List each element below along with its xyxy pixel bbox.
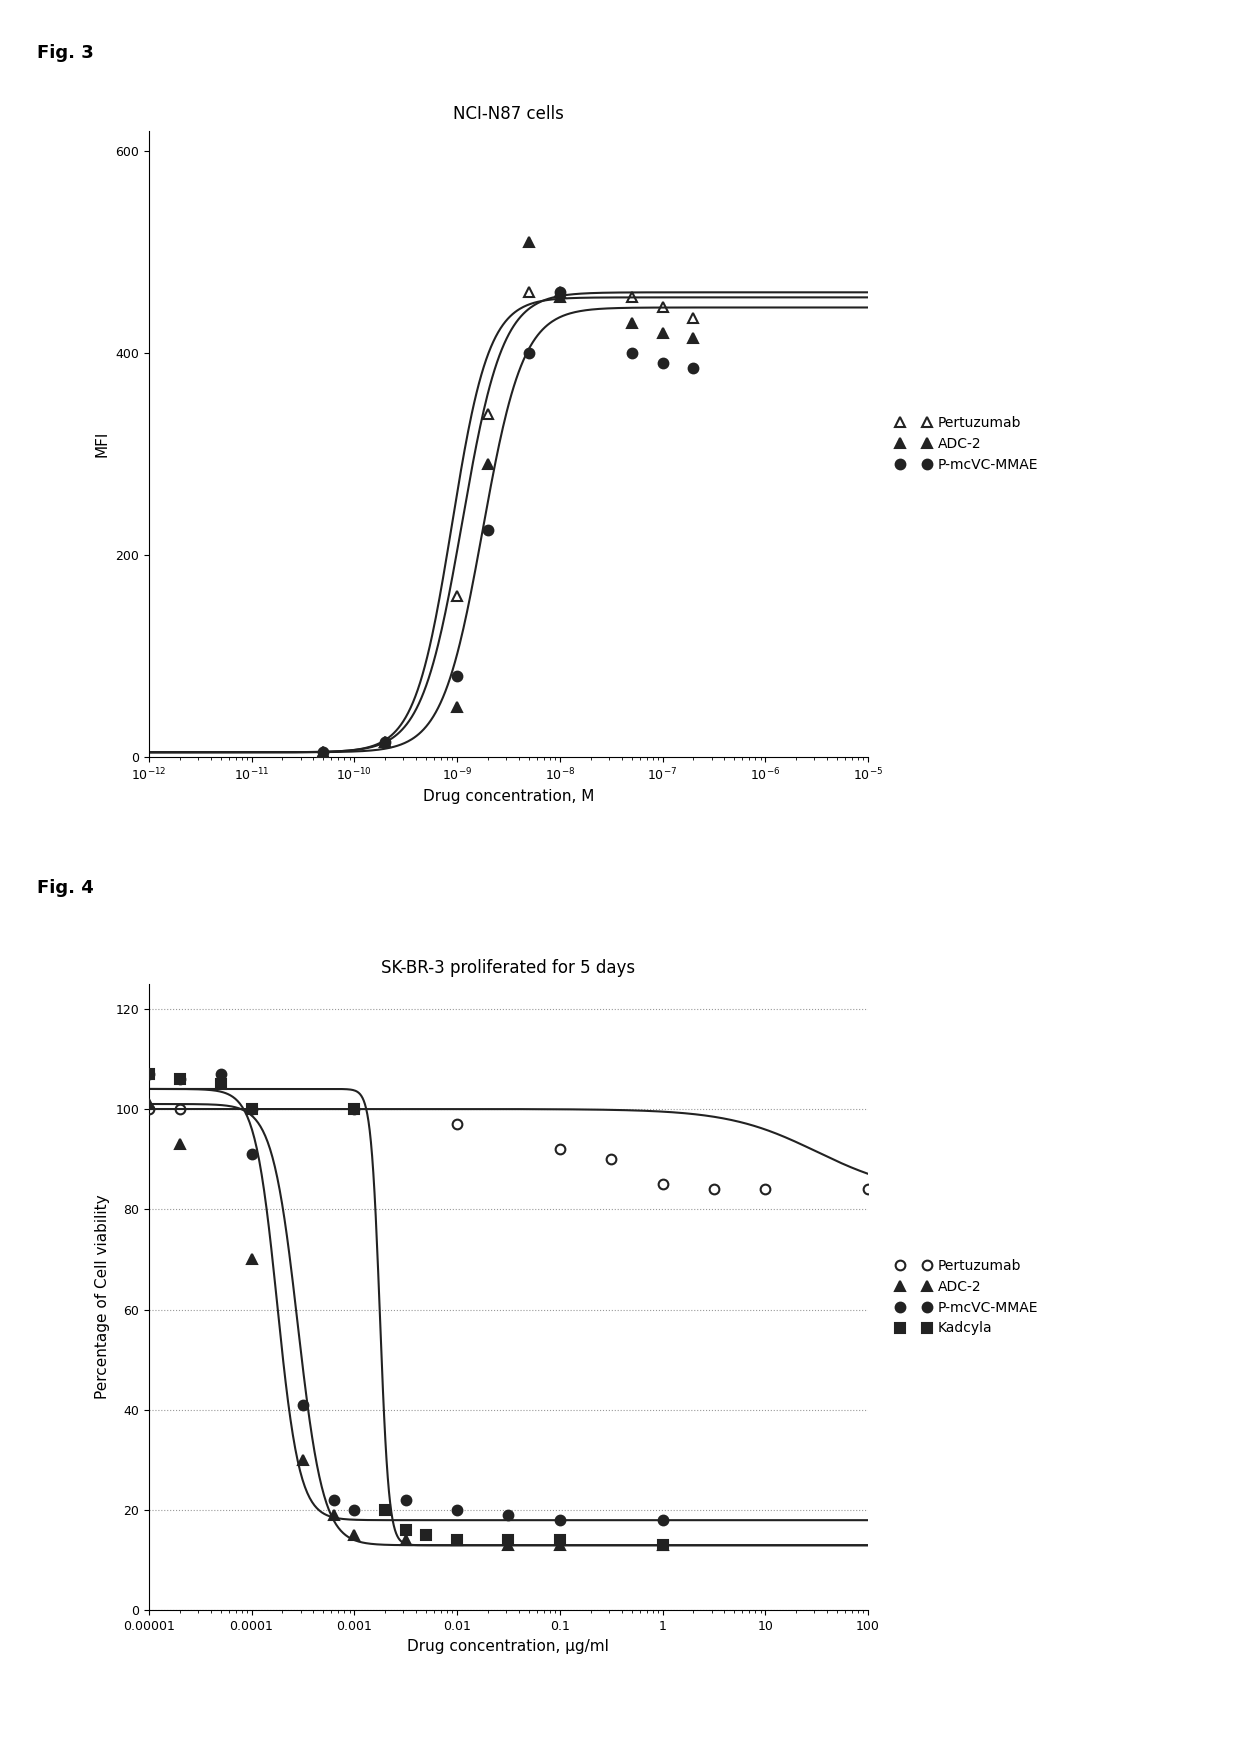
- Kadcyla: [378, 1499, 393, 1520]
- Title: SK-BR-3 proliferated for 5 days: SK-BR-3 proliferated for 5 days: [382, 959, 635, 977]
- X-axis label: Drug concentration, μg/ml: Drug concentration, μg/ml: [408, 1638, 609, 1654]
- P-mcVC-MMAE: [522, 343, 537, 364]
- Pertuzumab: [378, 731, 393, 752]
- ADC-2: [552, 1536, 567, 1556]
- Line: P-mcVC-MMAE: P-mcVC-MMAE: [319, 287, 698, 757]
- P-mcVC-MMAE: [398, 1490, 413, 1511]
- Kadcyla: [244, 1099, 259, 1119]
- Pertuzumab: [141, 1099, 156, 1119]
- X-axis label: Drug concentration, M: Drug concentration, M: [423, 789, 594, 804]
- Kadcyla: [419, 1525, 434, 1546]
- Line: Pertuzumab: Pertuzumab: [144, 1104, 873, 1194]
- P-mcVC-MMAE: [552, 1509, 567, 1530]
- Title: NCI-N87 cells: NCI-N87 cells: [453, 106, 564, 124]
- P-mcVC-MMAE: [655, 1509, 670, 1530]
- ADC-2: [450, 696, 465, 717]
- P-mcVC-MMAE: [450, 667, 465, 688]
- Legend: Pertuzumab, ADC-2, P-mcVC-MMAE, Kadcyla: Pertuzumab, ADC-2, P-mcVC-MMAE, Kadcyla: [889, 1252, 1045, 1342]
- ADC-2: [244, 1248, 259, 1269]
- Pertuzumab: [316, 742, 331, 763]
- ADC-2: [316, 742, 331, 763]
- Pertuzumab: [861, 1179, 875, 1200]
- Pertuzumab: [522, 282, 537, 303]
- ADC-2: [172, 1133, 187, 1154]
- ADC-2: [624, 312, 639, 333]
- Kadcyla: [450, 1530, 465, 1551]
- ADC-2: [378, 731, 393, 752]
- Pertuzumab: [552, 282, 567, 303]
- Kadcyla: [141, 1064, 156, 1085]
- Line: ADC-2: ADC-2: [144, 1099, 667, 1549]
- Y-axis label: MFI: MFI: [94, 430, 109, 458]
- P-mcVC-MMAE: [326, 1490, 341, 1511]
- Text: Fig. 4: Fig. 4: [37, 879, 94, 897]
- Kadcyla: [655, 1536, 670, 1556]
- Kadcyla: [552, 1530, 567, 1551]
- Line: P-mcVC-MMAE: P-mcVC-MMAE: [144, 1069, 667, 1525]
- Kadcyla: [347, 1099, 362, 1119]
- Kadcyla: [213, 1074, 228, 1095]
- P-mcVC-MMAE: [450, 1499, 465, 1520]
- P-mcVC-MMAE: [244, 1144, 259, 1165]
- P-mcVC-MMAE: [172, 1069, 187, 1090]
- Pertuzumab: [172, 1099, 187, 1119]
- P-mcVC-MMAE: [501, 1504, 516, 1525]
- Text: Fig. 3: Fig. 3: [37, 44, 94, 61]
- P-mcVC-MMAE: [295, 1395, 310, 1415]
- Pertuzumab: [450, 1114, 465, 1135]
- Pertuzumab: [450, 585, 465, 606]
- P-mcVC-MMAE: [316, 742, 331, 763]
- Line: Pertuzumab: Pertuzumab: [319, 287, 698, 757]
- Pertuzumab: [758, 1179, 773, 1200]
- Pertuzumab: [347, 1099, 362, 1119]
- P-mcVC-MMAE: [347, 1499, 362, 1520]
- ADC-2: [326, 1504, 341, 1525]
- Pertuzumab: [655, 298, 670, 319]
- P-mcVC-MMAE: [624, 343, 639, 364]
- Kadcyla: [398, 1520, 413, 1541]
- ADC-2: [141, 1093, 156, 1114]
- P-mcVC-MMAE: [552, 282, 567, 303]
- Pertuzumab: [624, 287, 639, 308]
- Kadcyla: [501, 1530, 516, 1551]
- ADC-2: [552, 287, 567, 308]
- Line: Kadcyla: Kadcyla: [144, 1069, 667, 1549]
- ADC-2: [295, 1450, 310, 1471]
- ADC-2: [398, 1530, 413, 1551]
- ADC-2: [655, 322, 670, 343]
- P-mcVC-MMAE: [686, 357, 701, 378]
- ADC-2: [522, 232, 537, 252]
- ADC-2: [686, 327, 701, 348]
- Pertuzumab: [655, 1173, 670, 1194]
- Line: ADC-2: ADC-2: [319, 237, 698, 757]
- Pertuzumab: [244, 1099, 259, 1119]
- ADC-2: [480, 454, 495, 475]
- Y-axis label: Percentage of Cell viability: Percentage of Cell viability: [94, 1194, 109, 1400]
- P-mcVC-MMAE: [378, 731, 393, 752]
- Legend: Pertuzumab, ADC-2, P-mcVC-MMAE: Pertuzumab, ADC-2, P-mcVC-MMAE: [889, 409, 1045, 479]
- Pertuzumab: [604, 1149, 619, 1170]
- Pertuzumab: [480, 404, 495, 425]
- Pertuzumab: [552, 1139, 567, 1160]
- ADC-2: [450, 1530, 465, 1551]
- ADC-2: [501, 1536, 516, 1556]
- Pertuzumab: [686, 306, 701, 327]
- ADC-2: [347, 1525, 362, 1546]
- P-mcVC-MMAE: [480, 519, 495, 540]
- Kadcyla: [172, 1069, 187, 1090]
- P-mcVC-MMAE: [141, 1064, 156, 1085]
- P-mcVC-MMAE: [213, 1064, 228, 1085]
- P-mcVC-MMAE: [655, 353, 670, 374]
- Pertuzumab: [707, 1179, 722, 1200]
- ADC-2: [655, 1536, 670, 1556]
